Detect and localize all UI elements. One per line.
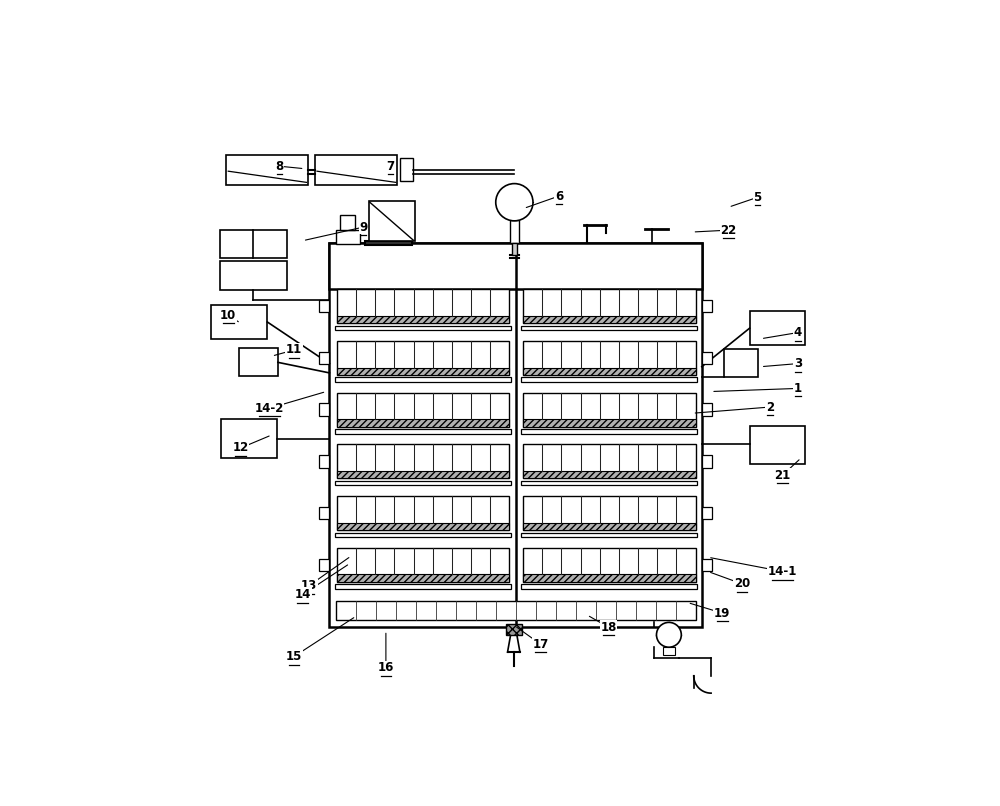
Text: 18: 18 xyxy=(601,621,617,634)
Bar xyxy=(319,404,329,416)
Text: 20: 20 xyxy=(734,577,750,591)
Bar xyxy=(337,316,509,323)
Text: 4: 4 xyxy=(794,326,802,339)
Text: 14-1: 14-1 xyxy=(768,565,797,578)
Bar xyxy=(400,158,413,181)
Text: 2: 2 xyxy=(766,401,774,413)
Text: 9: 9 xyxy=(359,221,368,234)
Bar xyxy=(702,300,712,313)
Bar xyxy=(337,471,509,479)
Bar xyxy=(337,548,509,582)
Text: 12: 12 xyxy=(233,442,249,455)
Text: 10: 10 xyxy=(220,309,236,322)
Circle shape xyxy=(496,184,533,221)
Bar xyxy=(319,351,329,364)
Text: 3: 3 xyxy=(794,357,802,370)
Bar xyxy=(702,351,712,364)
Bar xyxy=(510,220,519,243)
Bar xyxy=(337,368,509,375)
Bar xyxy=(315,155,397,185)
Bar xyxy=(523,316,696,323)
Bar xyxy=(335,377,511,382)
Bar xyxy=(523,368,696,375)
Bar xyxy=(220,230,287,258)
Bar xyxy=(319,559,329,571)
Bar xyxy=(521,326,697,330)
Bar xyxy=(319,507,329,519)
Bar xyxy=(521,481,697,485)
Bar xyxy=(724,349,758,377)
Bar xyxy=(335,584,511,588)
Bar xyxy=(523,471,696,479)
Bar xyxy=(702,404,712,416)
Bar xyxy=(226,155,308,185)
Bar xyxy=(335,429,511,434)
Text: 21: 21 xyxy=(774,469,791,482)
Text: 5: 5 xyxy=(754,191,762,204)
Text: 1: 1 xyxy=(794,382,802,395)
Text: 11: 11 xyxy=(286,343,302,356)
Bar xyxy=(523,548,696,582)
Bar xyxy=(521,429,697,434)
Bar xyxy=(702,455,712,467)
Bar xyxy=(523,575,696,582)
Bar xyxy=(340,214,355,231)
Bar xyxy=(335,533,511,537)
Bar xyxy=(221,419,277,458)
Bar xyxy=(523,289,696,323)
Bar xyxy=(337,341,509,375)
Bar xyxy=(521,377,697,382)
Text: 6: 6 xyxy=(555,189,563,202)
Text: 17: 17 xyxy=(532,638,549,650)
Text: 14-2: 14-2 xyxy=(255,401,284,415)
Bar xyxy=(523,496,696,530)
Text: 7: 7 xyxy=(386,160,394,172)
Bar xyxy=(523,419,696,426)
Bar xyxy=(523,444,696,479)
Bar xyxy=(337,522,509,530)
Bar xyxy=(329,243,702,627)
Bar xyxy=(211,305,267,339)
Bar xyxy=(319,300,329,313)
Bar xyxy=(750,311,805,345)
Bar xyxy=(337,575,509,582)
Bar xyxy=(702,507,712,519)
Bar xyxy=(335,326,511,330)
Bar xyxy=(365,241,412,245)
Text: 22: 22 xyxy=(720,223,737,237)
Text: 19: 19 xyxy=(714,607,730,620)
Bar xyxy=(702,559,712,571)
Bar xyxy=(335,481,511,485)
Bar xyxy=(337,444,509,479)
Bar xyxy=(337,496,509,530)
Text: 8: 8 xyxy=(276,160,284,172)
Circle shape xyxy=(656,622,681,647)
Bar xyxy=(506,624,522,635)
Bar xyxy=(521,584,697,588)
Bar xyxy=(329,243,702,289)
Bar xyxy=(750,426,805,464)
Bar xyxy=(523,393,696,426)
Text: 13: 13 xyxy=(301,580,317,592)
Bar xyxy=(521,533,697,537)
Bar xyxy=(319,455,329,467)
Bar xyxy=(523,522,696,530)
Bar xyxy=(337,289,509,323)
Bar xyxy=(337,419,509,426)
Bar xyxy=(239,348,278,376)
Bar xyxy=(369,201,415,241)
Bar xyxy=(220,260,287,290)
Text: 15: 15 xyxy=(286,650,302,663)
Text: 14: 14 xyxy=(295,588,311,601)
Bar xyxy=(512,243,517,255)
Text: 16: 16 xyxy=(378,661,394,674)
Bar xyxy=(336,231,360,243)
Bar xyxy=(663,647,675,654)
Bar xyxy=(337,393,509,426)
Bar xyxy=(336,601,696,620)
Bar xyxy=(523,341,696,375)
